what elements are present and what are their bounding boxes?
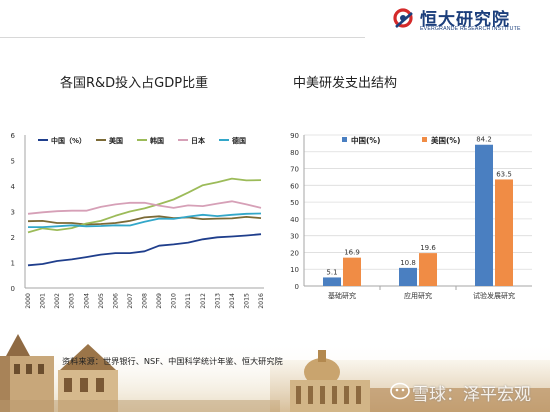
series-line — [27, 233, 262, 267]
legend-swatch — [342, 137, 347, 142]
x-tick-label: 2003 — [69, 293, 76, 309]
legend-item: 中国（%） — [38, 136, 86, 145]
y-tick-label: 80 — [290, 149, 299, 157]
x-tick-label: 2013 — [214, 293, 221, 309]
watermark-text: 雪球：泽平宏观 — [412, 385, 531, 405]
y-tick-label: 1 — [11, 260, 15, 268]
bar — [495, 179, 513, 286]
palace-skyline-banner — [0, 334, 550, 412]
y-tick-label: 0 — [295, 283, 299, 291]
series-line — [27, 215, 262, 226]
header-divider — [0, 37, 365, 38]
legend-item: 中国(%) — [342, 135, 380, 145]
bar-value-label: 5.1 — [326, 268, 337, 276]
x-tick-label: 2004 — [83, 293, 90, 309]
x-tick-label: 2006 — [112, 293, 119, 309]
category-label: 应用研究 — [404, 291, 432, 300]
y-tick-label: 50 — [290, 199, 299, 207]
x-tick-label: 2010 — [171, 293, 178, 309]
x-tick-label: 2005 — [98, 293, 105, 309]
legend-label: 中国（%） — [51, 136, 86, 145]
bar-value-label: 63.5 — [496, 170, 512, 178]
y-tick-label: 10 — [290, 266, 299, 274]
bar-value-label: 19.6 — [420, 244, 436, 252]
category-label: 试验发展研究 — [473, 291, 515, 300]
rd-gdp-line-chart: 0 1 2 3 4 5 6 2000 2001 2002 2003 2004 2005 2006 2007 2… — [11, 132, 265, 309]
series-line — [27, 177, 262, 234]
bar — [399, 267, 417, 286]
y-tick-label: 3 — [11, 209, 15, 217]
x-tick-label: 2016 — [258, 293, 265, 309]
legend-label: 日本 — [191, 136, 205, 145]
legend-label: 韩国 — [150, 136, 164, 145]
logo-name-en: EVERGRANDE RESEARCH INSTITUTE — [420, 26, 521, 32]
y-tick-label: 30 — [290, 233, 299, 241]
legend-label: 美国(%) — [431, 135, 460, 145]
legend-item: 美国 — [96, 136, 123, 145]
evergrande-logo-icon — [393, 8, 413, 28]
series-line — [28, 212, 262, 228]
x-tick-label: 2009 — [156, 293, 163, 309]
y-tick-label: 2 — [11, 234, 15, 242]
legend-item: 美国(%) — [422, 135, 460, 145]
y-tick-label: 6 — [11, 132, 16, 140]
logo-name-cn: 恒大研究院 — [420, 10, 510, 30]
y-tick-label: 20 — [290, 249, 299, 257]
legend-item: 德国 — [219, 136, 246, 145]
x-tick-label: 2001 — [40, 293, 47, 309]
category-label: 基础研究 — [328, 291, 356, 300]
bar — [323, 277, 341, 286]
x-tick-label: 2008 — [142, 293, 149, 309]
bar — [343, 257, 361, 286]
x-tick-label: 2015 — [243, 293, 250, 309]
series-line — [27, 200, 262, 215]
x-tick-label: 2012 — [200, 293, 207, 309]
source-note: 资料来源：世界银行、NSF、中国科学统计年鉴、恒大研究院 — [62, 356, 283, 366]
rd-structure-bar-chart: 0 10 20 30 40 50 60 70 80 90 5.1 16.9 基础研究 10.8 19.6 应用… — [290, 132, 532, 300]
snowball-logo-icon — [390, 382, 410, 400]
x-tick-label: 2011 — [185, 293, 192, 309]
legend-label: 德国 — [232, 136, 246, 145]
y-tick-label: 60 — [290, 182, 299, 190]
y-tick-label: 90 — [290, 132, 299, 140]
bar — [475, 144, 493, 286]
legend-label: 美国 — [109, 136, 123, 145]
y-tick-label: 5 — [11, 158, 15, 166]
bar-value-label: 84.2 — [476, 136, 492, 144]
legend-swatch — [422, 137, 427, 142]
x-tick-label: 2002 — [54, 293, 61, 309]
left-chart-heading: 各国R&D投入占GDP比重 — [60, 76, 209, 91]
legend-label: 中国(%) — [351, 135, 380, 145]
evergrande-logo: 恒大研究院 EVERGRANDE RESEARCH INSTITUTE — [392, 5, 542, 37]
bar — [419, 253, 437, 286]
bar-value-label: 16.9 — [344, 249, 360, 257]
legend-item: 日本 — [178, 136, 205, 145]
bar-value-label: 10.8 — [400, 259, 416, 267]
x-tick-label: 2014 — [229, 293, 236, 309]
y-tick-label: 0 — [11, 285, 15, 293]
y-tick-label: 70 — [290, 166, 299, 174]
x-tick-label: 2000 — [25, 293, 32, 309]
right-chart-heading: 中美研发支出结构 — [293, 76, 398, 91]
y-tick-label: 40 — [290, 216, 299, 224]
y-tick-label: 4 — [11, 183, 16, 191]
legend-item: 韩国 — [137, 136, 164, 145]
x-tick-label: 2007 — [127, 293, 134, 309]
